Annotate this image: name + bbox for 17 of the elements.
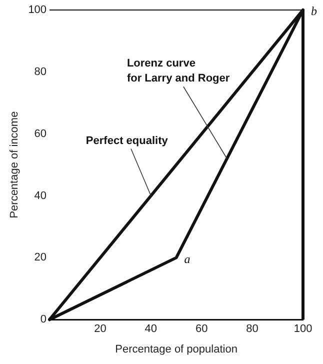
y-tick-label: 0 [40,314,47,326]
annotation: Lorenz curve for Larry and Roger [126,58,230,85]
annotation: Perfect equality [86,134,169,147]
x-tick-label: 100 [294,323,312,336]
y-tick-label: 60 [34,128,47,140]
y-axis-title: Percentage of income [8,111,21,218]
y-tick-label: 20 [34,252,47,264]
x-tick-label: 20 [94,323,106,336]
x-axis-title: Percentage of population [115,343,238,356]
y-tick-label: 100 [28,4,47,16]
x-tick-label: 80 [246,323,258,336]
x-tick-label: 60 [195,323,208,336]
y-tick-label: 40 [34,190,47,202]
annotation: a [184,252,190,266]
annotation: b [311,4,317,18]
y-tick-label: 80 [34,66,47,78]
x-tick-label: 40 [144,323,158,336]
